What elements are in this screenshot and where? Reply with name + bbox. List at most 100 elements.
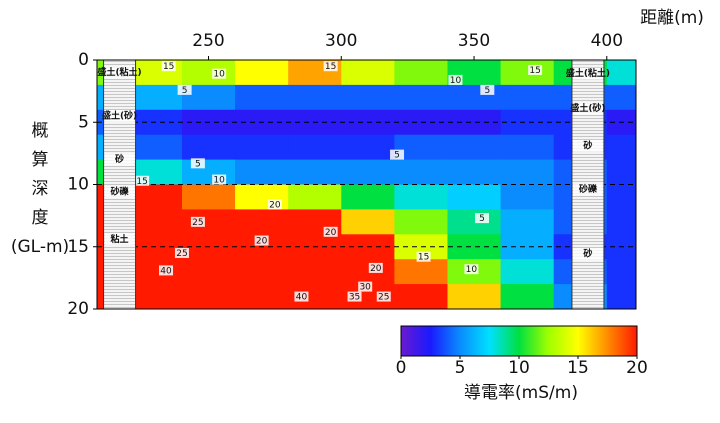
field-cell (500, 60, 555, 86)
field-cell (181, 259, 236, 285)
contour-label-box (376, 291, 391, 302)
field-cell (235, 284, 289, 309)
x-tick-label: 300 (325, 31, 357, 51)
contour-label: 20 (325, 228, 337, 238)
field-cell (500, 259, 555, 285)
contour-label-box (416, 251, 431, 262)
field-cell (341, 184, 395, 210)
field-cell (341, 84, 395, 111)
contour-label-box (135, 175, 150, 186)
field-cell (606, 159, 636, 185)
field-cell (128, 209, 183, 235)
contour-label: 5 (394, 151, 400, 161)
borehole-label: 砂礫 (579, 183, 598, 195)
field-cell (288, 184, 342, 210)
y-axis-label: 概 (32, 121, 49, 141)
field-cell (181, 184, 236, 210)
field-cell (447, 234, 502, 260)
field-cell (341, 259, 395, 285)
field-cell (235, 209, 289, 235)
contour-label-box (190, 158, 205, 169)
field-cell (235, 60, 289, 86)
contour-label-box (161, 61, 176, 72)
field-cell (235, 259, 289, 285)
borehole-label: 粘土 (110, 233, 129, 245)
borehole (103, 59, 137, 310)
contour-label-box (358, 281, 373, 292)
contour-label: 10 (466, 265, 478, 275)
field-cell (447, 109, 502, 136)
x-tick-label: 350 (458, 31, 490, 51)
field-cell (341, 134, 395, 161)
contour-label-box (159, 265, 174, 276)
contour-label-box (294, 291, 309, 302)
y-tick-label: 15 (67, 237, 89, 257)
contour-label: 30 (359, 283, 371, 293)
borehole-label-bg (572, 183, 603, 196)
borehole-label-bg (572, 67, 603, 80)
field-cell (606, 284, 636, 309)
field-cell (500, 184, 555, 210)
contour-label: 40 (296, 293, 308, 303)
contour-label: 5 (484, 86, 490, 96)
field-cell (447, 209, 502, 235)
field-cell (606, 209, 636, 235)
field-cell (128, 259, 183, 285)
colorbar-label: 導電率(mS/m) (464, 383, 578, 403)
field-cell (128, 184, 183, 210)
field-cell (606, 184, 636, 210)
y-tick-label: 10 (67, 175, 89, 195)
contour-label-box (323, 226, 338, 237)
field-cell (447, 284, 502, 309)
contour-label-box (448, 74, 463, 85)
contour-label-box (475, 213, 489, 224)
borehole-label: 盛土(砂) (570, 102, 605, 114)
field-cell (181, 284, 236, 309)
contour-label: 15 (418, 253, 429, 263)
y-tick-label: 0 (78, 50, 89, 70)
field-cell (181, 159, 236, 185)
contour-label-box (212, 174, 227, 185)
contour-label: 10 (450, 76, 462, 86)
field-cell (288, 259, 342, 285)
borehole-label-bg (104, 153, 135, 166)
borehole-label: 盛土(粘土) (566, 67, 610, 79)
contour-label-box (190, 216, 205, 227)
field-cell (500, 134, 555, 161)
field-cell (235, 134, 289, 161)
field-cell (394, 60, 448, 86)
field-cell (500, 84, 555, 111)
borehole-label-bg (104, 110, 135, 123)
colorbar-tick-label: 0 (396, 358, 407, 378)
contour-label: 10 (213, 70, 225, 80)
borehole-label-bg (104, 233, 135, 246)
contour-label-box (464, 264, 479, 275)
contour-label-box (267, 199, 282, 210)
field-cell (394, 284, 448, 309)
colorbar-tick-label: 15 (567, 358, 589, 378)
contour-label: 35 (349, 293, 360, 303)
colorbar-tick-label: 20 (626, 358, 648, 378)
field-cell (606, 84, 636, 111)
borehole-label-bg (572, 102, 603, 115)
contour-label: 15 (136, 177, 147, 187)
contour-label: 25 (378, 293, 389, 303)
contour-label-box (212, 68, 227, 79)
borehole-label-bg (104, 185, 135, 198)
borehole-label: 砂 (115, 153, 124, 165)
field-cell (181, 60, 236, 86)
contour-label-box (480, 84, 495, 95)
contour-label: 40 (160, 266, 172, 276)
contour-label: 20 (269, 200, 281, 210)
field-cell (447, 184, 502, 210)
contour-label: 5 (479, 214, 485, 224)
field-cell (447, 159, 502, 185)
contour-label: 15 (529, 66, 540, 76)
field-cell (341, 159, 395, 185)
x-axis-label: 距離(m) (640, 8, 704, 28)
borehole-label: 砂 (583, 248, 592, 260)
y-axis-label: 度 (32, 208, 49, 228)
contour-label-box (368, 262, 383, 273)
borehole-label-bg (572, 139, 603, 152)
contour-label: 5 (195, 159, 201, 169)
